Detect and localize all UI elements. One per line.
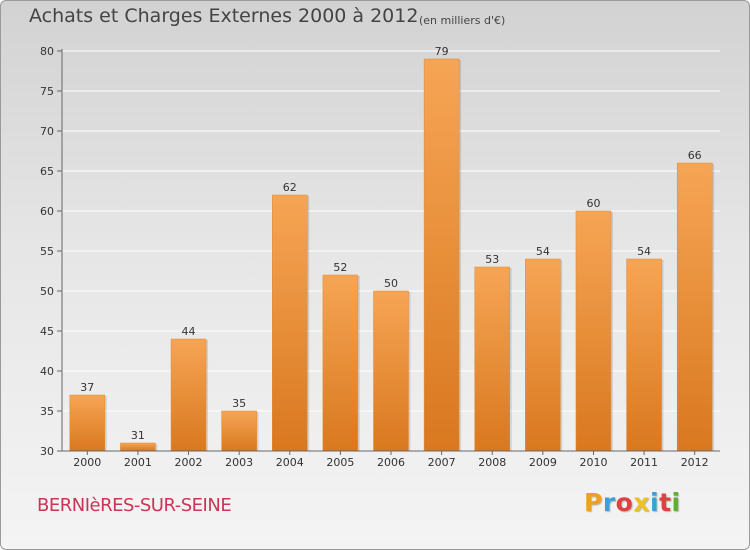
bar xyxy=(474,266,510,452)
bar xyxy=(272,194,308,452)
bar-value-label: 66 xyxy=(688,149,702,162)
bar xyxy=(221,410,257,452)
bar-value-label: 37 xyxy=(80,381,94,394)
x-tick-label: 2000 xyxy=(73,456,101,469)
bar-value-label: 31 xyxy=(131,429,145,442)
x-tick-label: 2003 xyxy=(225,456,253,469)
bar-value-label: 54 xyxy=(637,245,651,258)
bar xyxy=(423,58,460,452)
x-tick-label: 2006 xyxy=(377,456,405,469)
bar xyxy=(120,442,156,452)
labels: 30 35 40 45 50 55 60 65 70 75 80 37 2000 31 2001 44 2002… xyxy=(40,45,709,469)
bar xyxy=(676,162,713,452)
logo-letter: t xyxy=(659,488,672,517)
logo-letter: x xyxy=(633,488,650,517)
y-tick-label: 40 xyxy=(40,365,54,378)
bar-value-label: 44 xyxy=(182,325,196,338)
logo-letter: i xyxy=(650,488,660,517)
bar xyxy=(575,210,612,452)
y-tick-label: 60 xyxy=(40,205,54,218)
x-tick-label: 2012 xyxy=(681,456,709,469)
y-tick-label: 35 xyxy=(40,405,54,418)
x-tick-label: 2010 xyxy=(579,456,607,469)
bar xyxy=(626,258,662,452)
axes xyxy=(57,49,720,455)
bar xyxy=(322,274,359,452)
bars xyxy=(69,58,715,452)
bar xyxy=(525,258,561,452)
bar-value-label: 62 xyxy=(283,181,297,194)
bar xyxy=(69,394,106,452)
y-tick-label: 75 xyxy=(40,85,54,98)
proxiti-logo: Proxiti xyxy=(584,488,681,517)
bar-value-label: 52 xyxy=(333,261,347,274)
y-tick-label: 80 xyxy=(40,45,54,58)
y-tick-label: 70 xyxy=(40,125,54,138)
logo-letter: i xyxy=(671,488,681,517)
x-tick-label: 2008 xyxy=(478,456,506,469)
logo-letter: P xyxy=(584,488,603,517)
y-tick-label: 55 xyxy=(40,245,54,258)
x-tick-label: 2007 xyxy=(428,456,456,469)
y-tick-label: 65 xyxy=(40,165,54,178)
x-tick-label: 2005 xyxy=(326,456,354,469)
bar-value-label: 53 xyxy=(485,253,499,266)
commune-name: BERNIèRES-SUR-SEINE xyxy=(37,495,232,516)
logo-letter: r xyxy=(602,488,616,517)
x-tick-label: 2011 xyxy=(630,456,658,469)
logo-letter: o xyxy=(615,488,634,517)
x-tick-label: 2009 xyxy=(529,456,557,469)
x-tick-label: 2004 xyxy=(276,456,304,469)
bar-value-label: 60 xyxy=(586,197,600,210)
bar-value-label: 79 xyxy=(435,45,449,58)
bar-value-label: 35 xyxy=(232,397,246,410)
x-tick-label: 2002 xyxy=(175,456,203,469)
x-tick-label: 2001 xyxy=(124,456,152,469)
y-tick-label: 30 xyxy=(40,445,54,458)
bar xyxy=(170,338,207,452)
bar-value-label: 50 xyxy=(384,277,398,290)
y-tick-label: 50 xyxy=(40,285,54,298)
bar-value-label: 54 xyxy=(536,245,550,258)
bar xyxy=(373,290,409,452)
chart-title: Achats et Charges Externes 2000 à 2012 xyxy=(29,5,419,27)
chart-subtitle: (en milliers d'€) xyxy=(419,14,506,27)
y-tick-label: 45 xyxy=(40,325,54,338)
